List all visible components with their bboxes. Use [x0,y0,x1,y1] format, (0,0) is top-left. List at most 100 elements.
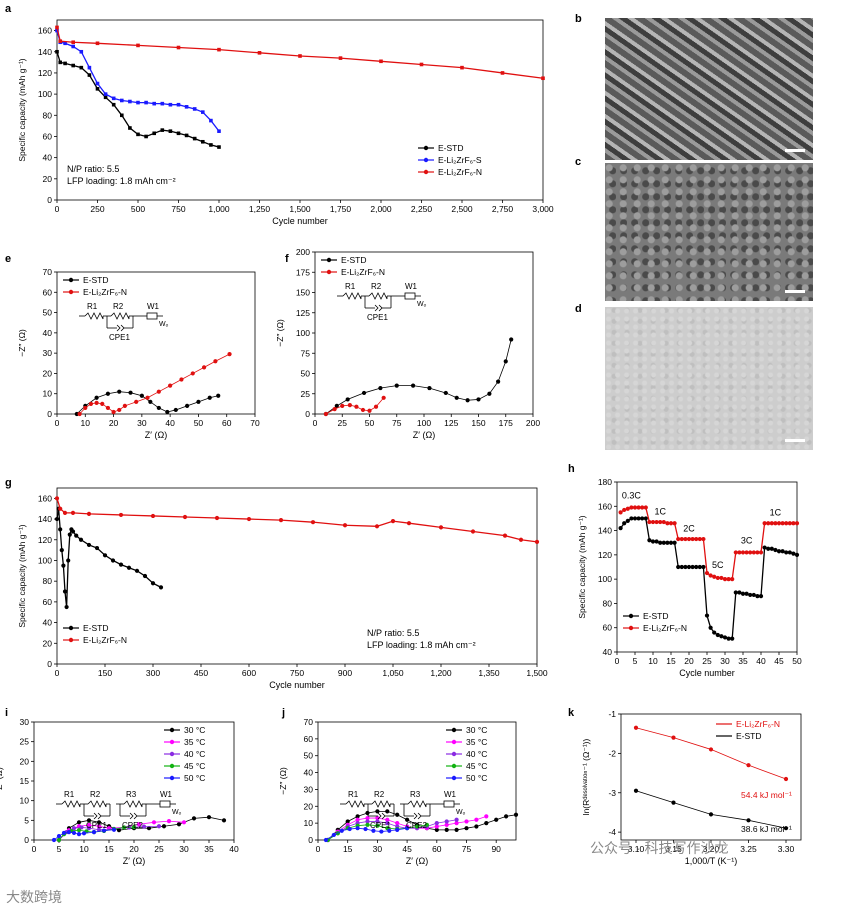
data-point [766,546,771,551]
x-axis-label: Z′ (Ω) [413,430,435,440]
legend-label: E-STD [83,275,109,285]
x-tick-label: 50 [194,418,204,428]
data-point [758,550,764,555]
y-tick-label: 20 [43,368,53,378]
data-point [647,538,652,543]
data-point [166,819,172,824]
data-point [794,521,800,526]
y-tick-label: -3 [608,788,616,798]
series-4 [51,827,117,843]
sem-image-b [605,18,813,160]
plot-frame [317,721,517,841]
data-point [460,65,464,70]
data-point [375,823,380,828]
data-point [63,61,67,66]
series-0 [323,337,514,417]
rate-label: 0.3C [622,491,642,501]
legend-label: E-STD [83,623,109,633]
data-point [405,817,410,822]
legend-label: E-STD [736,731,762,741]
data-point [103,95,108,100]
data-point [67,532,72,537]
data-point [79,65,84,70]
data-point [144,100,148,105]
data-point [632,505,638,510]
data-point [654,519,659,525]
data-point [694,564,699,570]
data-point [156,824,162,829]
series-line [635,727,787,780]
y-tick-label: 160 [38,493,52,503]
data-point [150,581,156,586]
x-tick-label: 75 [392,418,402,428]
data-point [665,521,670,526]
y-tick-label: 75 [301,348,311,358]
data-point [629,516,634,521]
data-point [374,524,380,529]
data-point [748,592,753,598]
data-point [158,585,164,590]
data-point [654,539,659,544]
x-tick-label: 20 [684,656,694,666]
watermark-right: 公众号 · 科技写作沙龙 [590,840,729,856]
legend-marker [451,751,457,757]
data-point [118,512,124,518]
legend-label: 30 °C [466,725,487,735]
data-point [484,814,489,819]
y-tick-label: 0 [305,409,310,419]
legend-marker [451,763,457,769]
circuit-label: R1 [348,790,359,799]
resistor [371,800,391,808]
equivalent-circuit: R1 R2 CPE1 R3 CPE2 W1 Wₒ [56,790,182,830]
data-point [672,540,677,545]
data-point [708,747,714,752]
data-point [168,102,173,107]
data-point [751,592,756,598]
legend-marker [451,739,457,745]
data-point [58,506,63,511]
x-tick-label: 3.25 [740,844,757,854]
data-point [209,118,213,123]
data-point [105,391,111,396]
data-point [694,536,699,542]
x-tick-label: 100 [417,418,431,428]
legend-label: E-STD [643,611,669,621]
data-point [334,403,339,408]
x-tick-label: 10 [648,656,658,666]
data-point [454,395,459,400]
data-point [207,395,212,400]
data-point [629,505,634,510]
data-point [345,397,350,402]
x-tick-label: 3.30 [778,844,795,854]
y-tick-label: 120 [38,68,52,78]
data-point [373,404,379,409]
y-tick-label: 20 [43,638,53,648]
data-point [310,520,316,525]
data-point [201,139,205,144]
y-tick-label: 160 [598,501,612,511]
data-point [733,550,738,555]
legend: 30 °C 35 °C 40 °C 45 °C 50 °C [446,725,487,783]
data-point [406,521,412,526]
series-0 [54,506,164,610]
data-point [643,505,648,510]
data-point [111,827,117,832]
data-point [148,399,153,404]
y-axis-label: Specific capacity (mAh g⁻¹) [17,524,27,627]
data-point [55,25,59,30]
data-point [355,826,360,831]
data-point [367,408,372,413]
scale-bar [785,439,805,442]
data-point [712,630,717,635]
data-point [395,821,400,826]
sem-image-c [605,163,813,301]
legend-marker [423,169,429,175]
data-point [783,776,789,782]
legend: E-STD E-Li₂ZrF₆-N [321,255,385,277]
data-point [363,826,368,832]
series-4 [323,826,410,843]
data-point [103,92,108,96]
x-tick-label: 2,250 [411,204,433,214]
circuit-label: R3 [126,790,137,799]
data-point [381,395,386,400]
